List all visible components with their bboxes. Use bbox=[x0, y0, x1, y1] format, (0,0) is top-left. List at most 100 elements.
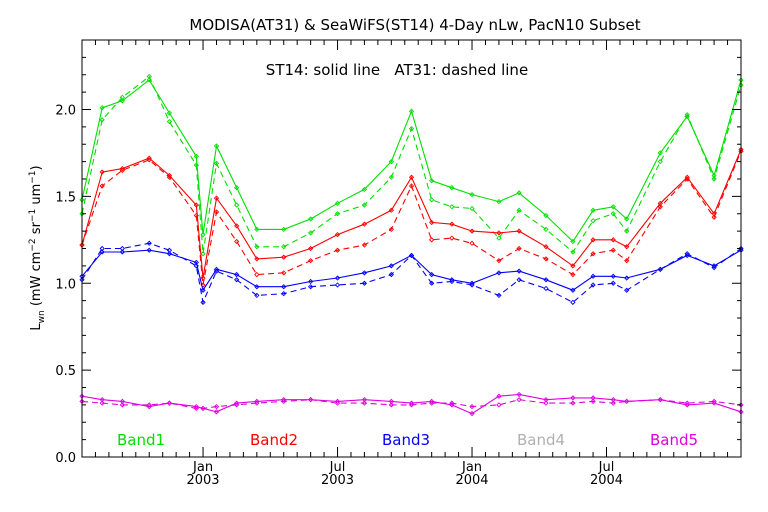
series-line bbox=[81, 75, 742, 254]
data-point bbox=[516, 268, 522, 274]
data-point bbox=[79, 242, 85, 248]
data-point bbox=[193, 212, 199, 219]
x-tick-sublabel: 2003 bbox=[321, 473, 354, 488]
data-point bbox=[449, 204, 455, 210]
y-axis-label-main: L bbox=[29, 323, 44, 331]
series-band2-at31 bbox=[79, 148, 744, 288]
data-point bbox=[361, 202, 368, 208]
data-point bbox=[99, 169, 105, 175]
data-point bbox=[193, 263, 199, 269]
data-point bbox=[516, 207, 522, 213]
data-point bbox=[543, 400, 549, 406]
data-point bbox=[496, 402, 502, 408]
data-point bbox=[469, 205, 475, 212]
data-point bbox=[624, 287, 630, 293]
data-point bbox=[146, 73, 152, 80]
data-point bbox=[429, 197, 435, 203]
y-tick-label: 0.0 bbox=[55, 451, 76, 466]
data-point bbox=[610, 247, 616, 253]
data-point bbox=[449, 235, 455, 241]
x-tick-sublabel: 2004 bbox=[590, 473, 623, 488]
data-point bbox=[469, 192, 475, 198]
data-point bbox=[166, 400, 173, 406]
data-point bbox=[119, 249, 125, 255]
data-point bbox=[146, 157, 152, 163]
series-band3-at31 bbox=[79, 240, 744, 305]
data-point bbox=[119, 402, 125, 408]
data-point bbox=[79, 398, 85, 405]
data-point bbox=[193, 405, 199, 411]
data-point bbox=[146, 155, 152, 161]
data-point bbox=[213, 409, 220, 415]
series-line bbox=[81, 399, 742, 409]
data-point bbox=[543, 397, 549, 403]
data-point bbox=[429, 271, 435, 278]
series-line bbox=[81, 150, 742, 286]
data-point bbox=[590, 237, 596, 243]
data-point bbox=[496, 198, 502, 205]
data-point bbox=[684, 176, 690, 182]
data-point bbox=[543, 256, 549, 262]
data-point bbox=[166, 247, 173, 253]
data-point bbox=[570, 395, 576, 401]
data-point bbox=[200, 287, 206, 293]
y-axis-label-mid2: um bbox=[29, 184, 44, 209]
chart-annotation: ST14: solid line AT31: dashed line bbox=[266, 61, 528, 79]
data-point bbox=[146, 247, 152, 253]
data-point bbox=[590, 398, 596, 405]
data-point bbox=[281, 284, 287, 290]
data-point bbox=[213, 195, 220, 201]
data-point bbox=[570, 263, 576, 269]
data-point bbox=[469, 403, 475, 410]
data-point bbox=[234, 402, 240, 408]
data-point bbox=[590, 218, 596, 224]
data-point bbox=[657, 150, 663, 156]
data-point bbox=[99, 245, 105, 252]
data-point bbox=[166, 110, 173, 116]
data-point bbox=[590, 395, 596, 401]
data-point bbox=[590, 282, 596, 288]
data-point bbox=[624, 398, 630, 405]
data-point bbox=[79, 197, 85, 203]
data-point bbox=[429, 237, 435, 243]
data-point bbox=[213, 266, 220, 272]
data-point bbox=[738, 245, 744, 252]
data-point bbox=[193, 259, 199, 266]
data-point bbox=[307, 284, 314, 290]
data-point bbox=[119, 398, 125, 405]
y-axis-label-close: ) bbox=[29, 165, 44, 170]
data-point bbox=[361, 242, 368, 248]
data-point bbox=[738, 146, 744, 153]
data-point bbox=[516, 228, 522, 234]
data-point bbox=[449, 400, 455, 406]
legend-item-band2: Band2 bbox=[250, 431, 298, 449]
data-point bbox=[200, 231, 206, 238]
data-point bbox=[610, 273, 616, 279]
data-point bbox=[213, 403, 220, 410]
series-band1-at31 bbox=[79, 73, 744, 257]
data-point bbox=[166, 251, 173, 257]
y-axis-label-exp1: −2 bbox=[28, 238, 38, 251]
data-point bbox=[684, 174, 690, 180]
data-point bbox=[388, 226, 394, 233]
data-point bbox=[590, 251, 596, 257]
data-point bbox=[684, 402, 690, 408]
data-point bbox=[388, 402, 394, 408]
data-point bbox=[570, 287, 576, 293]
x-tick-label: Jul bbox=[329, 460, 346, 475]
data-point bbox=[388, 271, 394, 278]
data-point bbox=[684, 400, 690, 406]
series-line bbox=[81, 149, 742, 279]
data-point bbox=[334, 400, 341, 406]
data-point bbox=[570, 249, 576, 255]
data-point bbox=[334, 282, 341, 288]
data-point bbox=[624, 228, 630, 234]
data-point bbox=[281, 291, 287, 297]
y-axis-label-sub: wn bbox=[37, 310, 47, 323]
y-axis-label-exp3: −1 bbox=[28, 170, 38, 183]
data-point bbox=[166, 174, 173, 180]
data-point bbox=[213, 143, 220, 149]
data-point bbox=[496, 235, 502, 241]
data-point bbox=[496, 258, 502, 264]
data-point bbox=[738, 402, 744, 408]
